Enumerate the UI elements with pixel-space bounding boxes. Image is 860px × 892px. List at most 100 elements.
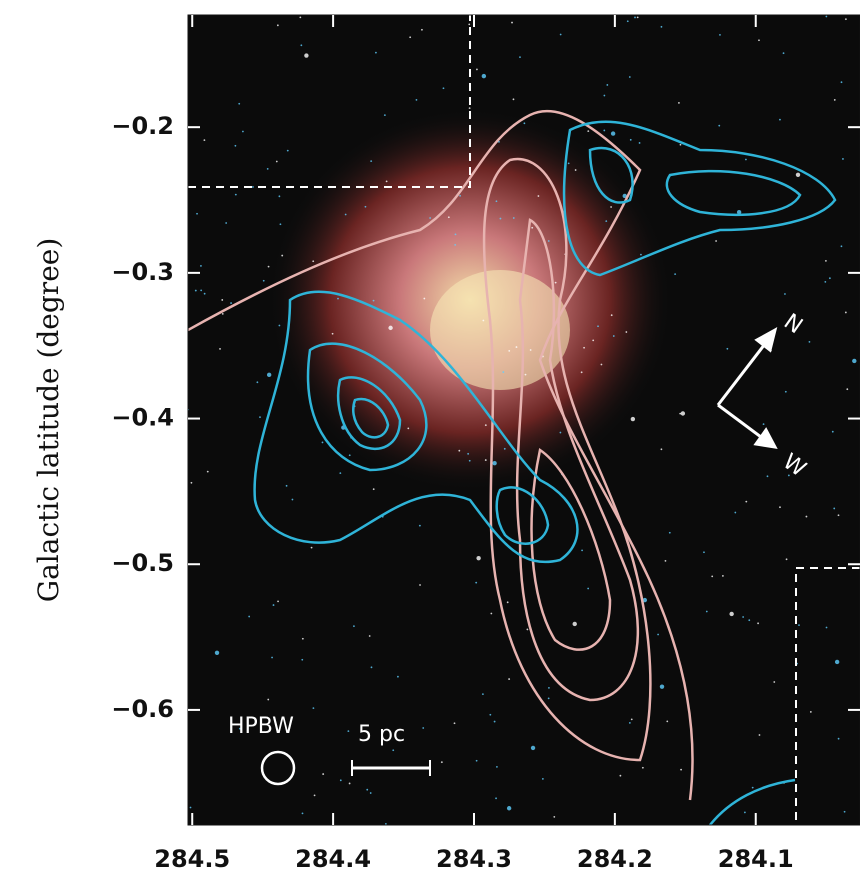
- star: [337, 297, 339, 300]
- star: [636, 16, 639, 19]
- star: [339, 779, 342, 782]
- star: [200, 289, 203, 292]
- star: [312, 707, 315, 710]
- star: [440, 761, 443, 764]
- star: [281, 254, 284, 257]
- star: [583, 346, 585, 349]
- star: [808, 340, 811, 343]
- star: [262, 279, 265, 282]
- star: [499, 217, 502, 220]
- star: [837, 737, 840, 740]
- star: [475, 581, 478, 584]
- star: [238, 727, 241, 730]
- y-tick-label: −0.6: [111, 695, 174, 723]
- star: [271, 656, 273, 659]
- star: [418, 524, 421, 527]
- star: [580, 371, 583, 374]
- star: [234, 144, 237, 147]
- star: [421, 28, 423, 31]
- star: [344, 213, 347, 216]
- star: [748, 619, 751, 622]
- star: [779, 506, 781, 509]
- star: [370, 160, 373, 163]
- star: [834, 659, 840, 665]
- star: [214, 650, 220, 656]
- star: [506, 806, 512, 811]
- star: [481, 693, 484, 696]
- star: [751, 786, 754, 789]
- star: [553, 815, 556, 818]
- star: [641, 766, 644, 769]
- star: [484, 424, 487, 427]
- star: [784, 293, 786, 295]
- star: [548, 686, 550, 689]
- star: [348, 454, 351, 457]
- star: [705, 610, 708, 613]
- star: [718, 124, 721, 127]
- star: [397, 675, 399, 678]
- star: [508, 349, 511, 352]
- star: [600, 363, 603, 366]
- star: [267, 265, 270, 268]
- star: [805, 515, 808, 518]
- star: [203, 292, 206, 295]
- star: [745, 158, 747, 161]
- star: [475, 759, 478, 762]
- star: [628, 722, 631, 724]
- star: [234, 193, 237, 196]
- star: [339, 472, 342, 475]
- star: [278, 195, 281, 198]
- star: [468, 107, 471, 110]
- star: [782, 52, 785, 55]
- star: [347, 730, 350, 733]
- star: [852, 358, 857, 364]
- star: [366, 788, 369, 791]
- star: [674, 273, 677, 276]
- star: [773, 681, 776, 683]
- star: [846, 388, 849, 391]
- star: [678, 102, 680, 104]
- star: [828, 277, 831, 280]
- star: [459, 194, 461, 197]
- star: [784, 390, 787, 393]
- star: [364, 205, 367, 208]
- star: [230, 302, 232, 304]
- x-tick-label: 284.3: [436, 845, 512, 873]
- star: [301, 637, 304, 640]
- star: [312, 260, 315, 263]
- star: [277, 600, 279, 603]
- star: [238, 102, 241, 105]
- star: [286, 149, 289, 152]
- star: [495, 797, 497, 800]
- star: [502, 371, 505, 373]
- star: [559, 431, 562, 434]
- y-tick-label: −0.2: [111, 112, 174, 140]
- star: [587, 130, 590, 133]
- star: [660, 25, 663, 28]
- star: [762, 423, 765, 426]
- star: [824, 280, 827, 283]
- star: [481, 73, 487, 79]
- star: [266, 167, 269, 170]
- star: [372, 488, 375, 491]
- star: [203, 139, 206, 142]
- star: [524, 373, 527, 376]
- star: [567, 162, 570, 165]
- star: [490, 612, 493, 615]
- star: [301, 658, 304, 661]
- star: [837, 514, 840, 517]
- star: [353, 625, 355, 628]
- star: [221, 313, 224, 315]
- star: [640, 253, 642, 256]
- star: [310, 546, 313, 549]
- star: [384, 822, 387, 825]
- star: [300, 44, 303, 47]
- star: [795, 172, 801, 177]
- star: [619, 774, 622, 777]
- star: [221, 299, 224, 301]
- star: [278, 324, 281, 327]
- contours-blue: [253, 120, 837, 825]
- star: [415, 98, 418, 101]
- star: [833, 507, 836, 510]
- star: [348, 782, 351, 785]
